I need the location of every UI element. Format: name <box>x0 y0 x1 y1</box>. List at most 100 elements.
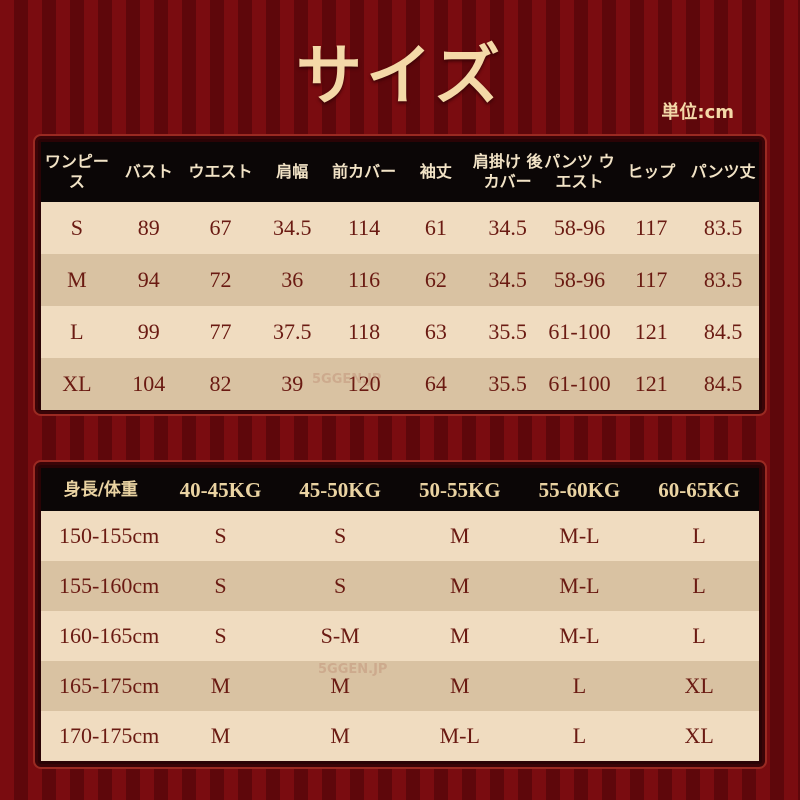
size-table-header-cell: パンツ ウエスト <box>543 142 616 202</box>
fit-table-header-cell: 55-60KG <box>519 468 640 511</box>
fit-table-cell: M <box>399 511 520 561</box>
fit-table-header: 身長/体重 40-45KG 45-50KG 50-55KG 55-60KG 60-65KG <box>41 468 759 511</box>
size-table: ワンピース バスト ウエスト 肩幅 前カバー 袖丈 肩掛け 後カバー パンツ ウエスト ヒップパ… <box>41 142 759 410</box>
watermark-logo: 5GGEN.JP <box>318 662 388 677</box>
size-table-cell: 114 <box>328 202 400 254</box>
size-table-cell: XL <box>41 358 113 410</box>
size-table-cell: 61-100 <box>543 358 616 410</box>
size-table-cell: 83.5 <box>687 202 759 254</box>
size-table-header-cell: ワンピース <box>41 142 113 202</box>
size-table-cell: 77 <box>184 306 257 358</box>
fit-table-cell: S <box>160 511 281 561</box>
size-table-header-cell: 肩幅 <box>256 142 329 202</box>
size-table-cell: 37.5 <box>256 306 329 358</box>
size-table-cell: 89 <box>112 202 185 254</box>
fit-table-cell: S <box>160 561 281 611</box>
fit-table-cell: L <box>639 611 759 661</box>
size-table-cell: 63 <box>399 306 472 358</box>
size-table-header-cell: 肩掛け 後カバー <box>471 142 544 202</box>
fit-table-cell: L <box>639 561 759 611</box>
fit-table-cell: M-L <box>519 561 640 611</box>
size-table-header-cell: ヒップ <box>615 142 688 202</box>
fit-table-cell: M <box>399 661 520 711</box>
fit-table-cell: M <box>280 661 400 711</box>
size-table-cell: 121 <box>615 306 688 358</box>
size-table-cell: 35.5 <box>471 358 544 410</box>
size-table-cell: 58-96 <box>543 202 616 254</box>
page-title: サイズ <box>295 37 505 114</box>
fit-table-header-cell: 身長/体重 <box>41 468 161 511</box>
fit-table-cell: M-L <box>519 511 640 561</box>
fit-table: 身長/体重 40-45KG 45-50KG 50-55KG 55-60KG 60-65KG… <box>41 468 759 761</box>
size-table-cell: 61 <box>399 202 472 254</box>
table-row: S 89 67 34.5 114 61 34.5 58-96 117 83.5 <box>41 202 759 254</box>
size-table-cell: 62 <box>399 254 472 306</box>
fit-table-cell: XL <box>639 661 759 711</box>
fit-table-cell: 150-155cm <box>41 511 161 561</box>
fit-table-cell: L <box>639 511 759 561</box>
fit-table-header-cell: 40-45KG <box>160 468 281 511</box>
size-table-cell: 84.5 <box>687 358 759 410</box>
fit-table-cell: M <box>160 661 281 711</box>
size-table-cell: 104 <box>112 358 185 410</box>
size-table-cell: 35.5 <box>471 306 544 358</box>
table-row: 165-175cm M M M L XL <box>41 661 759 711</box>
fit-table-cell: S <box>280 561 400 611</box>
fit-table-cell: M-L <box>519 611 640 661</box>
size-table-cell: 120 <box>328 358 400 410</box>
size-table-header-cell: 袖丈 <box>399 142 472 202</box>
fit-table-cell: M-L <box>399 711 520 761</box>
table-row: L 99 77 37.5 118 63 35.5 61-100 121 84.5 <box>41 306 759 358</box>
size-table-header-cell: 前カバー <box>328 142 400 202</box>
fit-table-cell: M <box>399 611 520 661</box>
fit-table-cell: 165-175cm <box>41 661 161 711</box>
fit-table-cell: M <box>399 561 520 611</box>
size-table-cell: L <box>41 306 113 358</box>
table-row: XL 104 82 39 120 64 35.5 61-100 121 84.5 <box>41 358 759 410</box>
size-table-header-cell: バスト <box>112 142 185 202</box>
size-table-header-cell: パンツ丈 <box>687 142 759 202</box>
size-table-cell: 72 <box>184 254 257 306</box>
size-table-cell: S <box>41 202 113 254</box>
table-row: 155-160cm S S M M-L L <box>41 561 759 611</box>
fit-table-header-cell: 60-65KG <box>639 468 759 511</box>
size-table-cell: 64 <box>399 358 472 410</box>
fit-table-cell: 170-175cm <box>41 711 161 761</box>
size-table-cell: 116 <box>328 254 400 306</box>
size-table-cell: M <box>41 254 113 306</box>
fit-table-cell: L <box>519 661 640 711</box>
size-table-cell: 99 <box>112 306 185 358</box>
fit-table-frame: 身長/体重 40-45KG 45-50KG 50-55KG 55-60KG 60-65KG… <box>35 462 765 767</box>
fit-table-cell: 160-165cm <box>41 611 161 661</box>
size-table-cell: 84.5 <box>687 306 759 358</box>
size-table-cell: 117 <box>615 254 688 306</box>
table-row: 150-155cm S S M M-L L <box>41 511 759 561</box>
fit-table-cell: S <box>160 611 281 661</box>
unit-label: 単位:cm <box>661 102 734 123</box>
size-table-cell: 58-96 <box>543 254 616 306</box>
fit-table-cell: S-M <box>280 611 400 661</box>
size-table-cell: 121 <box>615 358 688 410</box>
size-table-frame: ワンピース バスト ウエスト 肩幅 前カバー 袖丈 肩掛け 後カバー パンツ ウエスト ヒップパ… <box>35 136 765 414</box>
fit-table-cell: S <box>280 511 400 561</box>
size-table-cell: 61-100 <box>543 306 616 358</box>
size-table-cell: 34.5 <box>256 202 329 254</box>
table-row: 170-175cm M M M-L L XL <box>41 711 759 761</box>
size-table-cell: 117 <box>615 202 688 254</box>
fit-table-cell: M <box>280 711 400 761</box>
fit-table-cell: XL <box>639 711 759 761</box>
fit-table-cell: L <box>519 711 640 761</box>
size-table-cell: 83.5 <box>687 254 759 306</box>
fit-table-header-cell: 45-50KG <box>280 468 400 511</box>
size-table-cell: 118 <box>328 306 400 358</box>
size-table-header-cell: ウエスト <box>184 142 257 202</box>
fit-table-cell: M <box>160 711 281 761</box>
size-table-cell: 34.5 <box>471 202 544 254</box>
size-table-cell: 39 <box>256 358 329 410</box>
fit-table-cell: 155-160cm <box>41 561 161 611</box>
watermark-logo: 5GGEN.JP <box>312 372 382 387</box>
fit-table-header-cell: 50-55KG <box>399 468 520 511</box>
size-table-cell: 67 <box>184 202 257 254</box>
table-row: 160-165cm S S-M M M-L L <box>41 611 759 661</box>
size-table-cell: 34.5 <box>471 254 544 306</box>
